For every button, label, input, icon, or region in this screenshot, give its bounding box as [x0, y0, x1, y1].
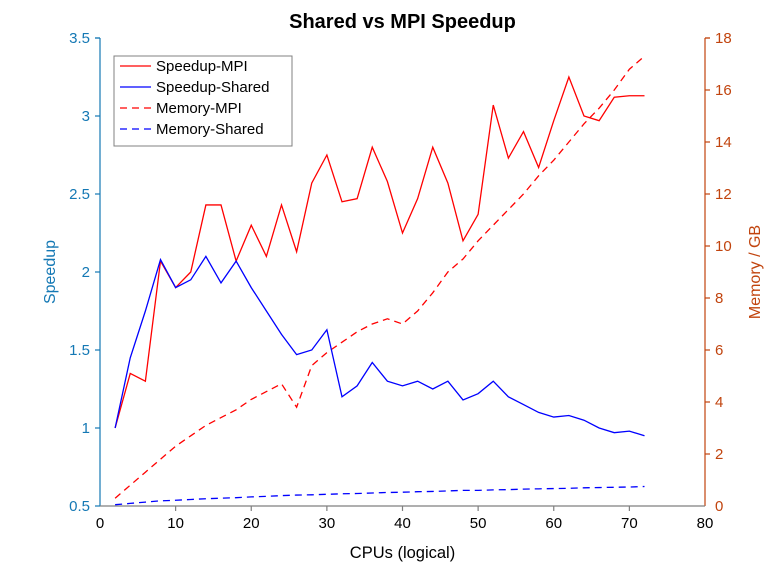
svg-text:Shared vs MPI Speedup: Shared vs MPI Speedup [289, 11, 516, 33]
svg-text:16: 16 [715, 82, 732, 99]
svg-text:50: 50 [470, 515, 487, 532]
svg-text:3.5: 3.5 [69, 30, 90, 47]
svg-text:0: 0 [96, 515, 104, 532]
svg-text:Memory-Shared: Memory-Shared [156, 121, 264, 138]
svg-text:Memory-MPI: Memory-MPI [156, 100, 242, 117]
svg-text:3: 3 [82, 108, 90, 125]
svg-text:12: 12 [715, 186, 732, 203]
svg-text:70: 70 [621, 515, 638, 532]
svg-text:18: 18 [715, 30, 732, 47]
svg-text:Memory / GB: Memory / GB [747, 225, 764, 319]
svg-text:1.5: 1.5 [69, 342, 90, 359]
svg-text:2: 2 [82, 264, 90, 281]
svg-text:2: 2 [715, 446, 723, 463]
svg-text:2.5: 2.5 [69, 186, 90, 203]
svg-text:30: 30 [319, 515, 336, 532]
svg-text:Speedup-Shared: Speedup-Shared [156, 79, 269, 96]
svg-text:CPUs (logical): CPUs (logical) [350, 544, 455, 562]
svg-text:0.5: 0.5 [69, 498, 90, 515]
svg-text:8: 8 [715, 290, 723, 307]
svg-text:60: 60 [545, 515, 562, 532]
svg-text:Speedup-MPI: Speedup-MPI [156, 58, 248, 75]
svg-text:20: 20 [243, 515, 260, 532]
svg-text:1: 1 [82, 420, 90, 437]
svg-text:10: 10 [167, 515, 184, 532]
svg-text:14: 14 [715, 134, 732, 151]
svg-text:4: 4 [715, 394, 723, 411]
svg-text:6: 6 [715, 342, 723, 359]
svg-text:80: 80 [697, 515, 714, 532]
svg-text:40: 40 [394, 515, 411, 532]
svg-text:Speedup: Speedup [42, 240, 59, 304]
svg-text:0: 0 [715, 498, 723, 515]
svg-text:10: 10 [715, 238, 732, 255]
